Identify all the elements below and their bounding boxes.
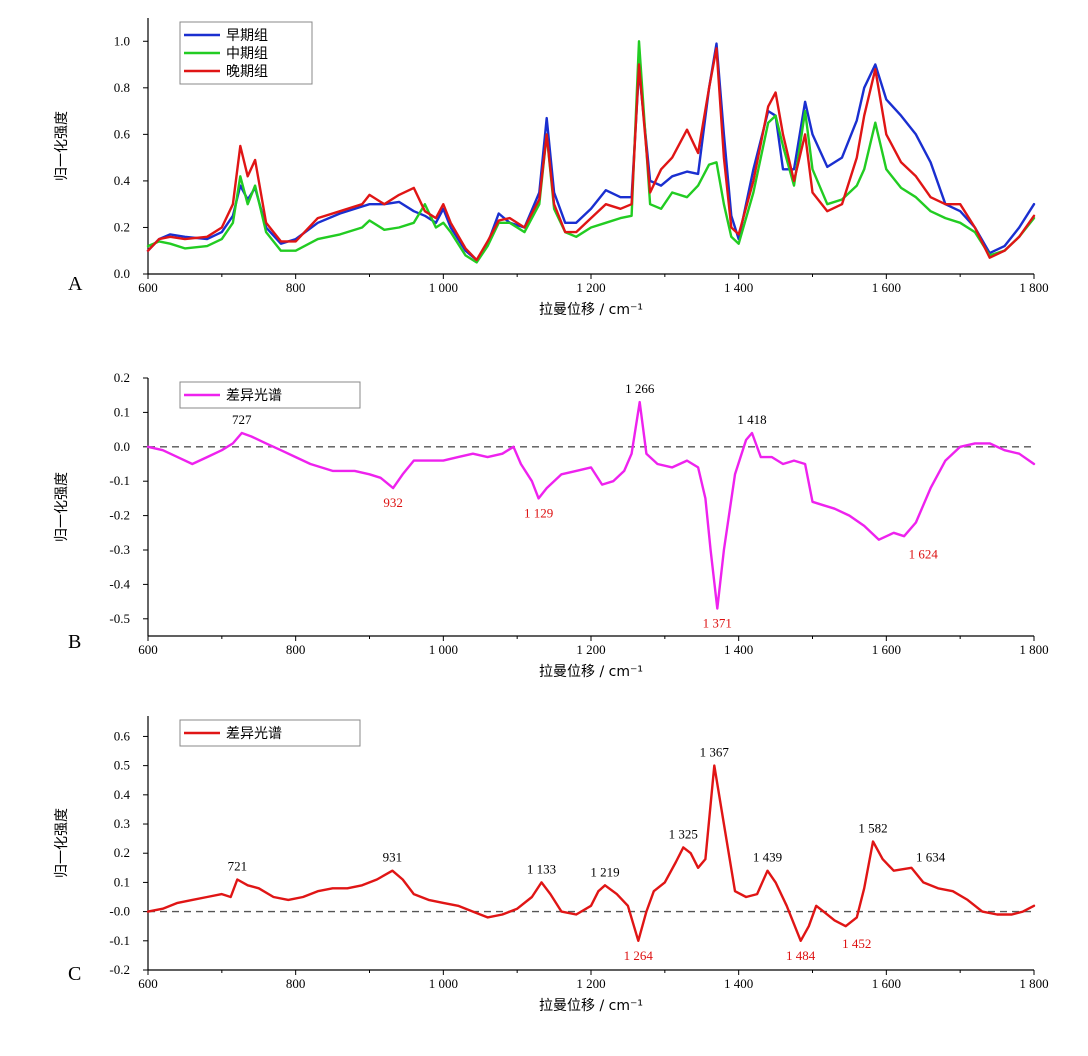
peak-label: 1 624 (909, 547, 939, 562)
legend-label: 早期组 (226, 28, 268, 44)
y-tick-label: -0.1 (109, 473, 130, 488)
y-tick-label: -0.1 (109, 933, 130, 948)
legend-label: 差异光谱 (226, 726, 282, 742)
peak-label: 1 367 (700, 745, 730, 760)
panel-label: C (68, 963, 81, 985)
x-tick-label: 600 (138, 280, 158, 295)
peak-label: 1 219 (590, 864, 619, 879)
y-tick-label: -0.5 (109, 611, 130, 626)
y-tick-label: -0.2 (109, 508, 130, 523)
y-tick-label: 0.0 (114, 266, 130, 281)
x-tick-label: 1 600 (872, 642, 901, 657)
peak-label: 721 (228, 858, 248, 873)
panel-label: B (68, 631, 81, 653)
peak-label: 1 418 (737, 412, 766, 427)
x-tick-label: 1 200 (576, 642, 605, 657)
legend: 差异光谱 (179, 381, 361, 409)
peak-label: 1 582 (858, 821, 887, 836)
y-tick-label: -0.2 (109, 962, 130, 977)
x-tick-label: 1 000 (429, 280, 458, 295)
peak-label: 931 (383, 850, 403, 865)
y-tick-label: 0.1 (114, 404, 130, 419)
series-line-早期组 (146, 42, 1036, 262)
peak-label: 1 371 (703, 615, 732, 630)
x-tick-label: 1 800 (1019, 280, 1048, 295)
y-axis-label: 归一化强度 (53, 472, 70, 542)
legend-label: 中期组 (226, 46, 268, 62)
x-tick-label: 1 000 (429, 642, 458, 657)
peak-label: 1 266 (625, 381, 655, 396)
peak-label: 1 129 (524, 505, 553, 520)
y-tick-label: 0.6 (114, 728, 131, 743)
y-axis-label: 归一化强度 (53, 111, 70, 181)
y-tick-label: 0.4 (114, 173, 131, 188)
y-tick-label: 0.0 (114, 439, 130, 454)
peak-label: 1 484 (786, 948, 816, 963)
x-axis-label: 拉曼位移 / cm⁻¹ (539, 998, 643, 1014)
series-line-差异光谱 (146, 764, 1036, 942)
x-tick-label: 1 800 (1019, 976, 1048, 991)
x-tick-label: 1 600 (872, 280, 901, 295)
x-axis-label: 拉曼位移 / cm⁻¹ (539, 664, 643, 680)
y-tick-label: -0.0 (109, 904, 130, 919)
peak-label: 1 325 (669, 826, 698, 841)
peak-label: 1 264 (624, 948, 654, 963)
x-tick-label: 800 (286, 976, 306, 991)
x-tick-label: 1 400 (724, 642, 753, 657)
y-tick-label: 0.8 (114, 80, 130, 95)
y-tick-label: 1.0 (114, 33, 130, 48)
chart-panel-a: 600 800 1 000 1 200 1 400 1 600 1 800 0.0 0.2 0.4… (53, 18, 1049, 318)
x-tick-label: 1 800 (1019, 642, 1048, 657)
y-tick-label: 0.4 (114, 787, 131, 802)
y-tick-label: 0.5 (114, 758, 130, 773)
y-tick-label: 0.2 (114, 845, 130, 860)
legend: 差异光谱 (179, 719, 361, 747)
x-tick-label: 1 400 (724, 976, 753, 991)
peak-label: 1 452 (842, 936, 871, 951)
series-line-中期组 (146, 40, 1036, 264)
x-tick-label: 600 (138, 976, 158, 991)
x-tick-label: 1 600 (872, 976, 901, 991)
x-tick-label: 600 (138, 642, 158, 657)
y-tick-label: 0.3 (114, 816, 130, 831)
series-line-差异光谱 (146, 400, 1036, 610)
panel-label: A (68, 273, 83, 295)
y-axis-label: 归一化强度 (53, 808, 70, 878)
series-line-晚期组 (146, 47, 1036, 262)
x-tick-label: 1 200 (576, 280, 605, 295)
peak-label: 1 439 (753, 850, 782, 865)
y-tick-label: -0.3 (109, 542, 130, 557)
x-tick-label: 800 (286, 642, 306, 657)
chart-panel-c: 600 800 1 000 1 200 1 400 1 600 1 800 0.6 0.5 0.4… (53, 716, 1049, 1014)
x-tick-label: 1 200 (576, 976, 605, 991)
y-tick-label: 0.1 (114, 874, 130, 889)
y-tick-label: -0.4 (109, 576, 130, 591)
x-tick-label: 800 (286, 280, 306, 295)
legend-label: 晚期组 (226, 64, 268, 80)
peak-label: 932 (383, 495, 403, 510)
y-tick-label: 0.2 (114, 370, 130, 385)
x-tick-label: 1 000 (429, 976, 458, 991)
x-tick-label: 1 400 (724, 280, 753, 295)
y-tick-label: 0.6 (114, 126, 131, 141)
chart-panel-b: 600 800 1 000 1 200 1 400 1 600 1 800 0.2 0.1 0.0… (53, 370, 1049, 680)
y-tick-label: 0.2 (114, 219, 130, 234)
peak-label: 1 634 (916, 850, 946, 865)
legend-label: 差异光谱 (226, 388, 282, 404)
peak-label: 727 (232, 412, 252, 427)
peak-label: 1 133 (527, 861, 556, 876)
x-axis-label: 拉曼位移 / cm⁻¹ (539, 302, 643, 318)
